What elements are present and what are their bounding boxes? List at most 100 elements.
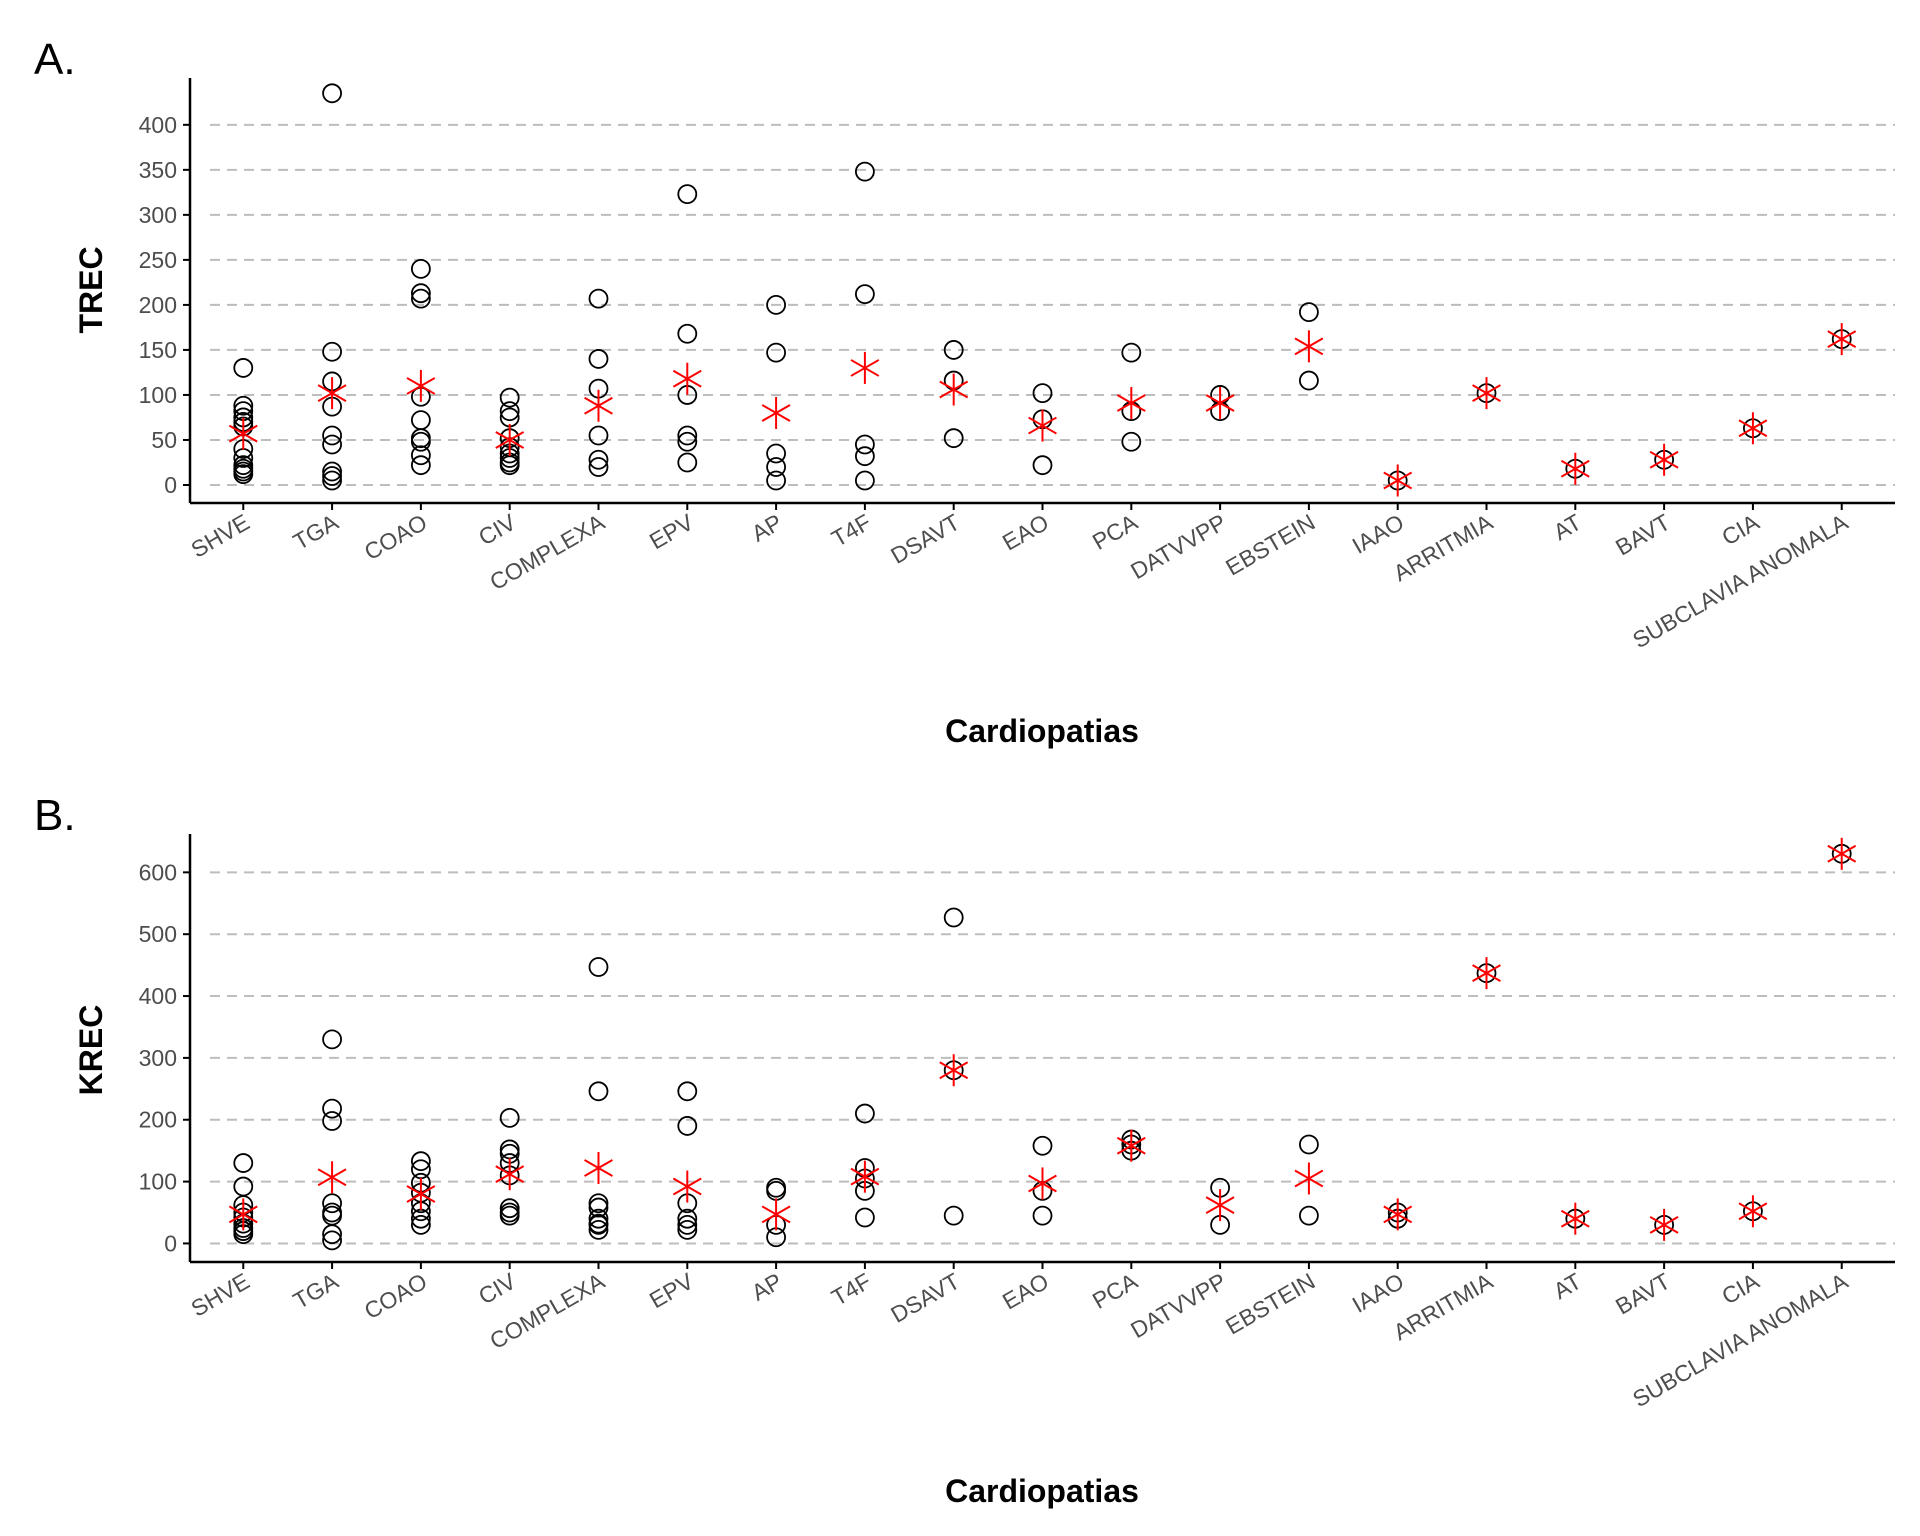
panel-b-x-tick-label-iaao: IAAO <box>1348 1268 1409 1318</box>
panel-a-marks <box>228 83 1857 497</box>
panel-b-x-tick-label-bavt: BAVT <box>1611 1268 1675 1320</box>
panel-a-y-axis-title: TREC <box>73 246 109 333</box>
panel-b-point-tga <box>322 1098 342 1119</box>
panel-b-mean-epv <box>672 1170 702 1203</box>
panel-a-point-coao <box>410 410 431 431</box>
panel-b-point-t4f <box>854 1103 875 1124</box>
panel-a-point-shve <box>233 358 254 378</box>
panel-a-point-t4f <box>854 470 875 491</box>
panel-a-point-epv <box>677 425 698 446</box>
panel-a-x-tick-label-t4f: T4F <box>827 509 875 552</box>
panel-a-point-epv <box>677 431 698 452</box>
panel-a-mean-tga <box>317 377 347 410</box>
panel-a-x-tick-label-coao: COAO <box>360 509 432 565</box>
panel-b-point-tga <box>322 1230 342 1251</box>
panel-a-mean-dsavt <box>939 373 969 406</box>
panel-b-mean-pca <box>1116 1129 1146 1162</box>
panel-b-point-tga <box>322 1111 342 1131</box>
panel-a-point-tga <box>322 425 342 446</box>
panel-b-y-tick-label: 200 <box>139 1107 177 1133</box>
panel-a-y-tick-label: 200 <box>139 292 177 318</box>
panel-b-x-tick-label-t4f: T4F <box>827 1268 875 1311</box>
panel-a-point-shve <box>233 395 254 416</box>
panel-b-y-tick-label: 100 <box>139 1169 177 1195</box>
panel-a-x-tick-label-civ: CIV <box>474 508 521 550</box>
panel-b-letter: B. <box>34 791 76 840</box>
panel-a-x-tick-label-ap: AP <box>747 509 787 547</box>
panel-a-x-tick-label-arritmia: ARRITMIA <box>1389 508 1498 586</box>
panel-b-point-complexa <box>588 1214 609 1235</box>
panel-a-point-ap <box>766 470 786 491</box>
panel-b-x-tick-label-eao: EAO <box>998 1268 1053 1315</box>
panel-b-y-tick-label: 400 <box>139 983 177 1009</box>
panel-a-point-tga <box>322 434 342 455</box>
panel-b-point-tga <box>322 1224 342 1245</box>
panel-a-x-axis-title: Cardiopatias <box>945 713 1139 749</box>
panel-a-x-tick-label-pca: PCA <box>1088 508 1143 554</box>
panel-b-point-complexa <box>588 1081 609 1102</box>
panel-a-mean-t4f <box>850 351 880 384</box>
panel-a-point-t4f <box>854 446 875 467</box>
panel-a-point-tga <box>322 83 342 104</box>
panel-a-point-tga <box>322 466 342 486</box>
panel-a-y-tick-label: 100 <box>139 382 177 408</box>
panel-a-gridlines <box>210 123 1895 486</box>
panel-b-point-tga <box>322 1029 342 1050</box>
panel-a-y-tick-label: 0 <box>164 472 177 498</box>
panel-a-mean-civ <box>495 423 525 456</box>
panel-a-point-ebstein <box>1299 302 1319 323</box>
panel-a-x-tick-label-iaao: IAAO <box>1348 509 1409 559</box>
panel-b-x-tick-label-coao: COAO <box>360 1268 432 1324</box>
panel-a-mean-arritmia <box>1472 377 1501 410</box>
panel-a-point-complexa <box>588 288 609 309</box>
panel-b-x-tick-label-shve: SHVE <box>187 1268 254 1322</box>
panel-a-x-tick-label-cia: CIA <box>1717 508 1764 550</box>
panel-b-mean-at <box>1560 1202 1590 1235</box>
panel-a-point-civ <box>499 455 520 476</box>
panel-b-gridlines <box>210 871 1895 1245</box>
panel-b-point-t4f <box>854 1207 875 1228</box>
panel-b-point-epv <box>677 1081 698 1102</box>
panel-b-point-shve <box>233 1153 254 1173</box>
panel-a-mean-iaao <box>1383 464 1413 497</box>
panel-a-point-coao <box>410 288 431 309</box>
panel-b-x-tick-label-cia: CIA <box>1717 1267 1764 1309</box>
panel-a-x-tick-label-epv: EPV <box>645 508 698 554</box>
panel-b-mean-t4f <box>850 1160 880 1193</box>
panel-b-x-tick-label-dsavt: DSAVT <box>886 1268 964 1328</box>
panel-b-marks <box>228 837 1857 1251</box>
panel-a-point-coao <box>410 455 431 476</box>
panel-b-mean-ap <box>761 1198 791 1231</box>
panel-a-point-eao <box>1032 455 1053 476</box>
panel-a-point-complexa <box>588 457 609 477</box>
panel-b-point-tga <box>322 1193 342 1214</box>
panel-a-mean-shve <box>228 417 258 450</box>
panel-b-point-shve <box>233 1176 254 1197</box>
panel-a-mean-epv <box>672 362 702 395</box>
panel-b-y-tick-label: 600 <box>139 859 177 885</box>
panel-a-point-t4f <box>854 161 875 182</box>
panel-a-y-tick-label: 150 <box>139 337 177 363</box>
panel-b-point-epv <box>677 1116 698 1136</box>
panel-a-point-coao <box>410 283 431 304</box>
panel-b-x-axis-title: Cardiopatias <box>945 1473 1139 1509</box>
panel-a-point-pca <box>1121 431 1142 452</box>
panel-a-point-t4f <box>854 434 875 455</box>
panel-b-mean-civ <box>495 1158 525 1191</box>
panel-b-y-tick-label: 300 <box>139 1045 177 1071</box>
panel-a-point-epv <box>677 452 698 473</box>
panel-b-x-tick-label-at: AT <box>1549 1268 1586 1304</box>
panel-b-x-tick-label-ebstein: EBSTEIN <box>1221 1268 1319 1340</box>
panel-a-y-ticks: 0 50 100 150 200 250 300 350 400 <box>139 112 190 498</box>
panel-b-point-epv <box>677 1214 698 1235</box>
panel-a-y-tick-label: 50 <box>151 427 177 453</box>
panel-a-x-tick-label-datvvpp: DATVVPP <box>1126 509 1231 584</box>
panel-a-mean-eao <box>1028 409 1057 442</box>
panel-a-point-complexa <box>588 349 609 369</box>
panel-b-point-eao <box>1032 1135 1053 1156</box>
panel-b-point-coao <box>410 1214 431 1235</box>
